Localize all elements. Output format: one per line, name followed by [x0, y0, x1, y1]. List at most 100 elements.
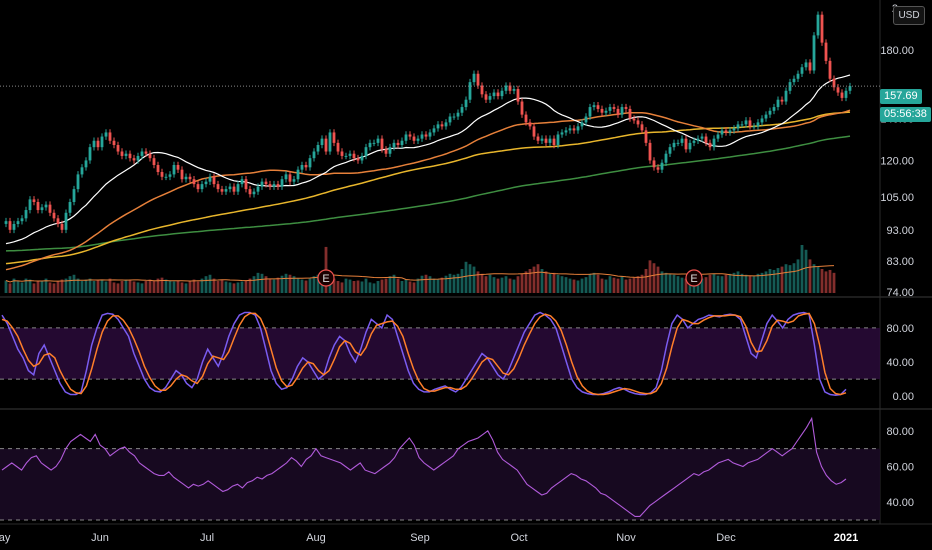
candle	[272, 184, 276, 187]
candle	[212, 176, 216, 185]
volume-bar	[100, 280, 104, 293]
volume-bar	[596, 274, 600, 293]
candle	[548, 138, 552, 143]
candle	[192, 179, 196, 185]
volume-bar	[128, 280, 132, 293]
earnings-marker	[317, 269, 335, 287]
candle	[768, 110, 772, 115]
candle	[128, 153, 132, 159]
volume-bar	[252, 276, 256, 293]
candle	[356, 158, 360, 161]
volume-bar	[332, 278, 336, 293]
candle	[152, 158, 156, 166]
earnings-marker-label: E	[690, 273, 697, 285]
volume-bar	[620, 276, 624, 293]
time-tick-label: 2021	[834, 532, 858, 544]
volume-bar	[564, 277, 568, 293]
volume-bar	[524, 271, 528, 293]
volume-bar	[96, 279, 100, 293]
candle	[580, 122, 584, 127]
volume-bar	[520, 273, 524, 293]
candle	[148, 153, 152, 159]
candle	[220, 189, 224, 192]
volume-bar	[708, 274, 712, 293]
candle	[380, 138, 384, 150]
rsi-band	[0, 448, 880, 520]
volume-bar	[604, 279, 608, 293]
candle	[424, 134, 428, 137]
volume-bar	[700, 278, 704, 293]
candle	[528, 122, 532, 127]
candle	[8, 221, 12, 230]
volume-bar	[80, 281, 84, 293]
candle	[88, 147, 92, 161]
candle	[48, 204, 52, 213]
candle	[308, 158, 312, 168]
candle	[816, 14, 820, 36]
candle	[452, 116, 456, 118]
candle	[828, 60, 832, 79]
volume-bar	[28, 279, 32, 293]
candle	[800, 67, 804, 74]
volume-bar	[280, 275, 284, 293]
candle	[804, 62, 808, 68]
volume-bar	[212, 278, 216, 293]
currency-button[interactable]: USD	[893, 6, 925, 25]
volume-bar	[248, 278, 252, 293]
candle	[296, 169, 300, 180]
candle	[612, 107, 616, 109]
volume-bar	[196, 281, 200, 293]
candle	[560, 132, 564, 135]
candle	[116, 145, 120, 152]
candle	[628, 108, 632, 119]
volume-bar	[156, 278, 160, 293]
candle	[420, 134, 424, 139]
candle	[284, 174, 288, 180]
volume-bar	[716, 275, 720, 293]
candle	[508, 85, 512, 91]
candle	[68, 202, 72, 213]
candle	[136, 155, 140, 161]
volume-bar	[640, 274, 644, 293]
candle	[652, 160, 656, 168]
volume-bar	[404, 279, 408, 293]
ma100-line	[5, 111, 851, 265]
candle	[724, 130, 728, 133]
candle	[124, 153, 128, 156]
candle	[688, 142, 692, 150]
volume-bar	[60, 279, 64, 293]
candle	[460, 107, 464, 113]
volume-bar	[364, 278, 368, 293]
volume-bar	[104, 281, 108, 293]
candle	[704, 136, 708, 143]
candle	[316, 145, 320, 152]
candle	[56, 218, 60, 225]
volume-bar	[244, 280, 248, 293]
volume-bar	[636, 276, 640, 293]
volume-bar	[400, 281, 404, 293]
candle	[232, 186, 236, 192]
volume-bar	[64, 278, 68, 293]
volume-bar	[824, 271, 828, 293]
volume-bar	[352, 281, 356, 293]
candle	[376, 138, 380, 143]
candle	[696, 138, 700, 141]
candle	[656, 167, 660, 170]
time-tick-label: May	[0, 532, 11, 544]
volume-bar	[268, 278, 272, 293]
volume-bar	[340, 282, 344, 293]
candle	[104, 132, 108, 137]
rsi-tick-label: 40.00	[886, 497, 914, 509]
volume-bar	[148, 279, 152, 293]
candle	[632, 118, 636, 121]
volume-bar	[572, 279, 576, 293]
candle	[660, 162, 664, 170]
candle	[780, 99, 784, 102]
candle	[280, 179, 284, 187]
candle	[504, 85, 508, 91]
volume-bar	[792, 263, 796, 293]
volume-bar	[600, 278, 604, 293]
volume-bar	[144, 281, 148, 293]
volume-bar	[752, 276, 756, 293]
